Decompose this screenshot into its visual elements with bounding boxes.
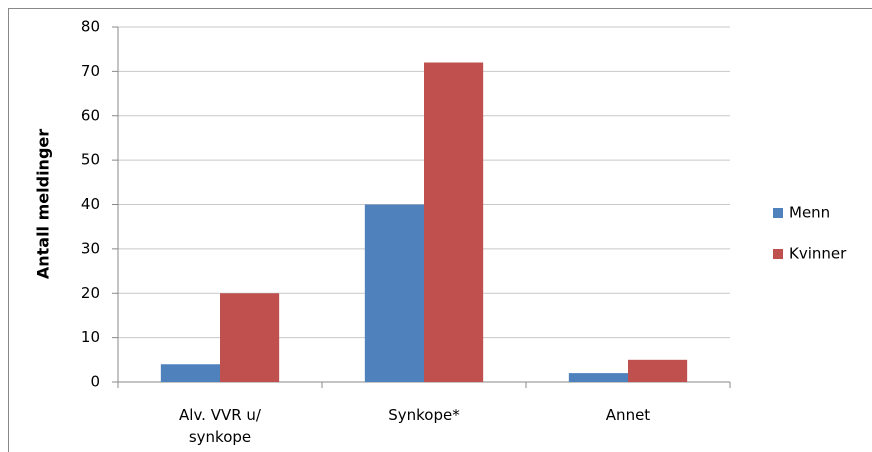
bar <box>364 204 424 382</box>
x-tick-label: Annet <box>605 406 651 424</box>
bar <box>628 359 688 382</box>
y-tick-label: 80 <box>81 18 100 36</box>
y-tick-label: 40 <box>81 195 100 213</box>
bar <box>424 62 484 382</box>
legend-label: Kvinner <box>789 245 847 263</box>
y-tick-label: 70 <box>81 62 100 80</box>
legend-swatch <box>773 249 783 259</box>
y-tick-label: 10 <box>81 328 100 346</box>
x-tick-label: Alv. VVR u/ synkope <box>179 406 261 446</box>
bar <box>568 373 628 382</box>
x-tick-label: Synkope* <box>388 406 460 424</box>
chart-border <box>8 8 872 452</box>
y-tick-label: 20 <box>81 284 100 302</box>
y-tick-label: 50 <box>81 151 100 169</box>
bar <box>220 293 280 382</box>
bar <box>160 364 220 382</box>
y-tick-label: 30 <box>81 239 100 257</box>
y-tick-label: 0 <box>90 373 100 391</box>
legend-label: Menn <box>789 204 830 222</box>
y-axis-label: Antall meldinger <box>34 129 53 279</box>
y-tick-label: 60 <box>81 106 100 124</box>
legend-swatch <box>773 208 783 218</box>
